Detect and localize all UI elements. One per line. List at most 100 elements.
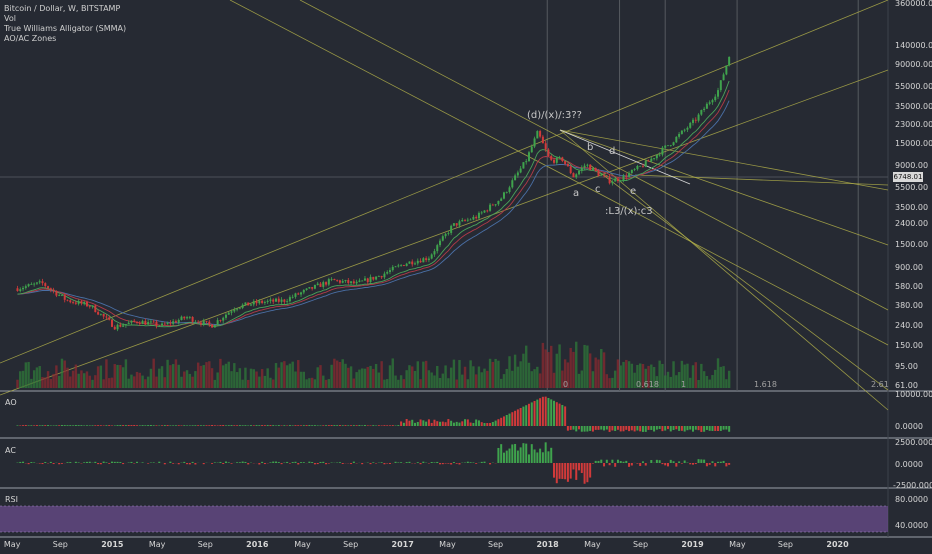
candle-body bbox=[650, 159, 652, 162]
ao-bar bbox=[158, 425, 160, 426]
ao-bar bbox=[458, 423, 460, 426]
ac-bar bbox=[117, 462, 119, 463]
ac-bar bbox=[219, 462, 221, 463]
candle-body bbox=[308, 287, 310, 288]
candle-body bbox=[231, 311, 233, 312]
candle-body bbox=[269, 300, 271, 301]
candle-body bbox=[720, 80, 722, 90]
volume-bar bbox=[122, 367, 124, 388]
candle-body bbox=[94, 305, 96, 312]
ao-bar bbox=[645, 426, 647, 432]
ao-bar bbox=[686, 426, 688, 430]
ac-bar bbox=[261, 462, 263, 463]
ac-bar bbox=[294, 462, 296, 463]
volume-bar bbox=[264, 376, 266, 388]
volume-bar bbox=[247, 380, 249, 388]
candle-body bbox=[634, 169, 636, 170]
ao-bar bbox=[689, 426, 691, 430]
candle-body bbox=[631, 170, 633, 173]
candle-body bbox=[639, 166, 641, 167]
ac-bar bbox=[22, 462, 24, 463]
volume-bar bbox=[425, 361, 427, 388]
ac-bar bbox=[108, 463, 110, 464]
ao-bar bbox=[103, 425, 105, 426]
volume-bar bbox=[519, 361, 521, 388]
volume-bar bbox=[456, 380, 458, 388]
ac-bar bbox=[595, 461, 597, 463]
price-axis-label: 35000.00 bbox=[895, 102, 932, 111]
candle-body bbox=[698, 115, 700, 121]
legend-alligator[interactable]: True Williams Alligator (SMMA) bbox=[4, 24, 126, 34]
ac-bar bbox=[475, 463, 477, 464]
volume-bar bbox=[314, 379, 316, 388]
ao-bar bbox=[155, 425, 157, 426]
ao-bar bbox=[306, 425, 308, 426]
volume-bar bbox=[228, 362, 230, 388]
ao-bar bbox=[620, 426, 622, 431]
ac-bar bbox=[472, 462, 474, 463]
ao-bar bbox=[406, 419, 408, 426]
volume-bar bbox=[297, 360, 299, 388]
candle-body bbox=[297, 293, 299, 294]
ac-bar bbox=[19, 462, 21, 463]
time-axis-label: 2015 bbox=[101, 540, 123, 549]
volume-bar bbox=[400, 375, 402, 388]
ac-scale-top: 2500.0000 bbox=[895, 438, 932, 447]
ac-bar bbox=[706, 463, 708, 466]
candle-body bbox=[186, 317, 188, 318]
candle-body bbox=[392, 267, 394, 270]
ao-bar bbox=[609, 426, 611, 432]
ac-bar bbox=[158, 462, 160, 463]
legend-symbol[interactable]: Bitcoin / Dollar, W, BITSTAMP bbox=[4, 4, 126, 14]
ao-bar bbox=[150, 425, 152, 426]
ao-bar bbox=[183, 425, 185, 426]
ao-bar bbox=[180, 425, 182, 426]
volume-bar bbox=[178, 365, 180, 388]
candle-body bbox=[144, 321, 146, 325]
volume-bar bbox=[553, 373, 555, 388]
volume-bar bbox=[236, 372, 238, 388]
ao-bar bbox=[247, 425, 249, 426]
legend-ao-ac-zones[interactable]: AO/AC Zones bbox=[4, 34, 126, 44]
ao-bar bbox=[461, 421, 463, 426]
candle-body bbox=[625, 176, 627, 178]
volume-bar bbox=[442, 374, 444, 388]
candle-body bbox=[47, 286, 49, 288]
ao-bar bbox=[481, 422, 483, 426]
rsi-band bbox=[0, 506, 888, 532]
ac-bar bbox=[525, 444, 527, 463]
legend-volume[interactable]: Vol bbox=[4, 14, 126, 24]
candle-body bbox=[447, 233, 449, 234]
candle-body bbox=[528, 152, 530, 161]
ac-pane-title: AC bbox=[5, 446, 16, 455]
volume-bar bbox=[300, 372, 302, 388]
volume-bar bbox=[111, 378, 113, 388]
candle-body bbox=[553, 160, 555, 163]
ac-bar bbox=[720, 462, 722, 463]
volume-bar bbox=[50, 379, 52, 388]
candle-body bbox=[244, 302, 246, 304]
ao-bar bbox=[547, 398, 549, 426]
fib-label-1618: 1.618 bbox=[754, 380, 777, 389]
candle-body bbox=[511, 180, 513, 187]
ao-bar bbox=[709, 426, 711, 431]
volume-bar bbox=[569, 348, 571, 388]
ao-bar bbox=[703, 426, 705, 432]
volume-bar bbox=[675, 375, 677, 388]
ao-bar bbox=[319, 425, 321, 426]
ao-bar bbox=[108, 425, 110, 426]
candle-body bbox=[431, 254, 433, 258]
ao-bar bbox=[47, 425, 49, 426]
ao-bar bbox=[189, 425, 191, 426]
volume-bar bbox=[450, 368, 452, 388]
ao-bar bbox=[267, 425, 269, 426]
volume-bar bbox=[72, 371, 74, 388]
candle-body bbox=[183, 317, 185, 319]
candle-body bbox=[50, 288, 52, 289]
candle-body bbox=[108, 317, 110, 319]
candle-body bbox=[61, 295, 63, 296]
volume-bar bbox=[583, 345, 585, 388]
candle-body bbox=[600, 175, 602, 176]
ao-bar bbox=[211, 425, 213, 426]
